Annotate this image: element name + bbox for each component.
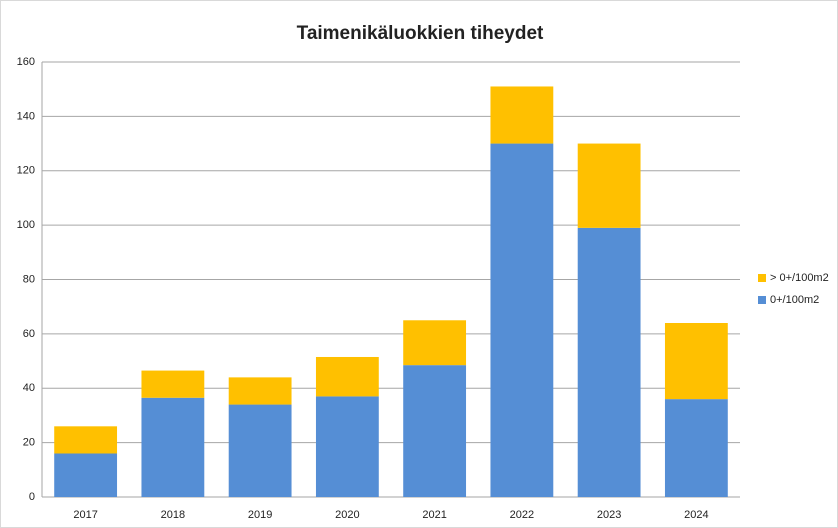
y-tick-label: 160 (17, 56, 35, 68)
bar-segment (141, 370, 205, 398)
bar-segment (577, 227, 641, 497)
bar-segment (228, 404, 292, 497)
bar-segment (664, 399, 728, 497)
bar-segment (228, 377, 292, 405)
y-tick-label: 20 (23, 437, 35, 449)
bar-segment (54, 426, 118, 454)
x-tick-label: 2024 (684, 509, 708, 521)
legend-label: > 0+/100m2 (770, 272, 829, 284)
bar-segment (490, 143, 554, 497)
y-tick-label: 60 (23, 328, 35, 340)
bar-segment (403, 365, 467, 497)
y-tick-label: 0 (29, 491, 35, 503)
bar-segment (577, 143, 641, 228)
y-tick-label: 80 (23, 273, 35, 285)
legend-label: 0+/100m2 (770, 294, 819, 306)
x-tick-label: 2018 (161, 509, 185, 521)
y-tick-label: 120 (17, 165, 35, 177)
bar-segment (54, 453, 118, 497)
bar-segment (315, 356, 379, 397)
legend-swatch (758, 274, 766, 282)
x-tick-label: 2023 (597, 509, 621, 521)
y-tick-label: 140 (17, 110, 35, 122)
y-tick-label: 40 (23, 382, 35, 394)
bar-segment (315, 396, 379, 497)
x-tick-label: 2021 (422, 509, 446, 521)
x-tick-label: 2019 (248, 509, 272, 521)
x-tick-label: 2020 (335, 509, 359, 521)
bar-segment (490, 86, 554, 144)
y-tick-label: 100 (17, 219, 35, 231)
x-tick-label: 2017 (73, 509, 97, 521)
bar-segment (664, 323, 728, 400)
bar-segment (403, 320, 467, 366)
bar-segment (141, 397, 205, 497)
x-tick-label: 2022 (510, 509, 534, 521)
legend-swatch (758, 296, 766, 304)
chart-title: Taimenikäluokkien tiheydet (297, 23, 544, 44)
